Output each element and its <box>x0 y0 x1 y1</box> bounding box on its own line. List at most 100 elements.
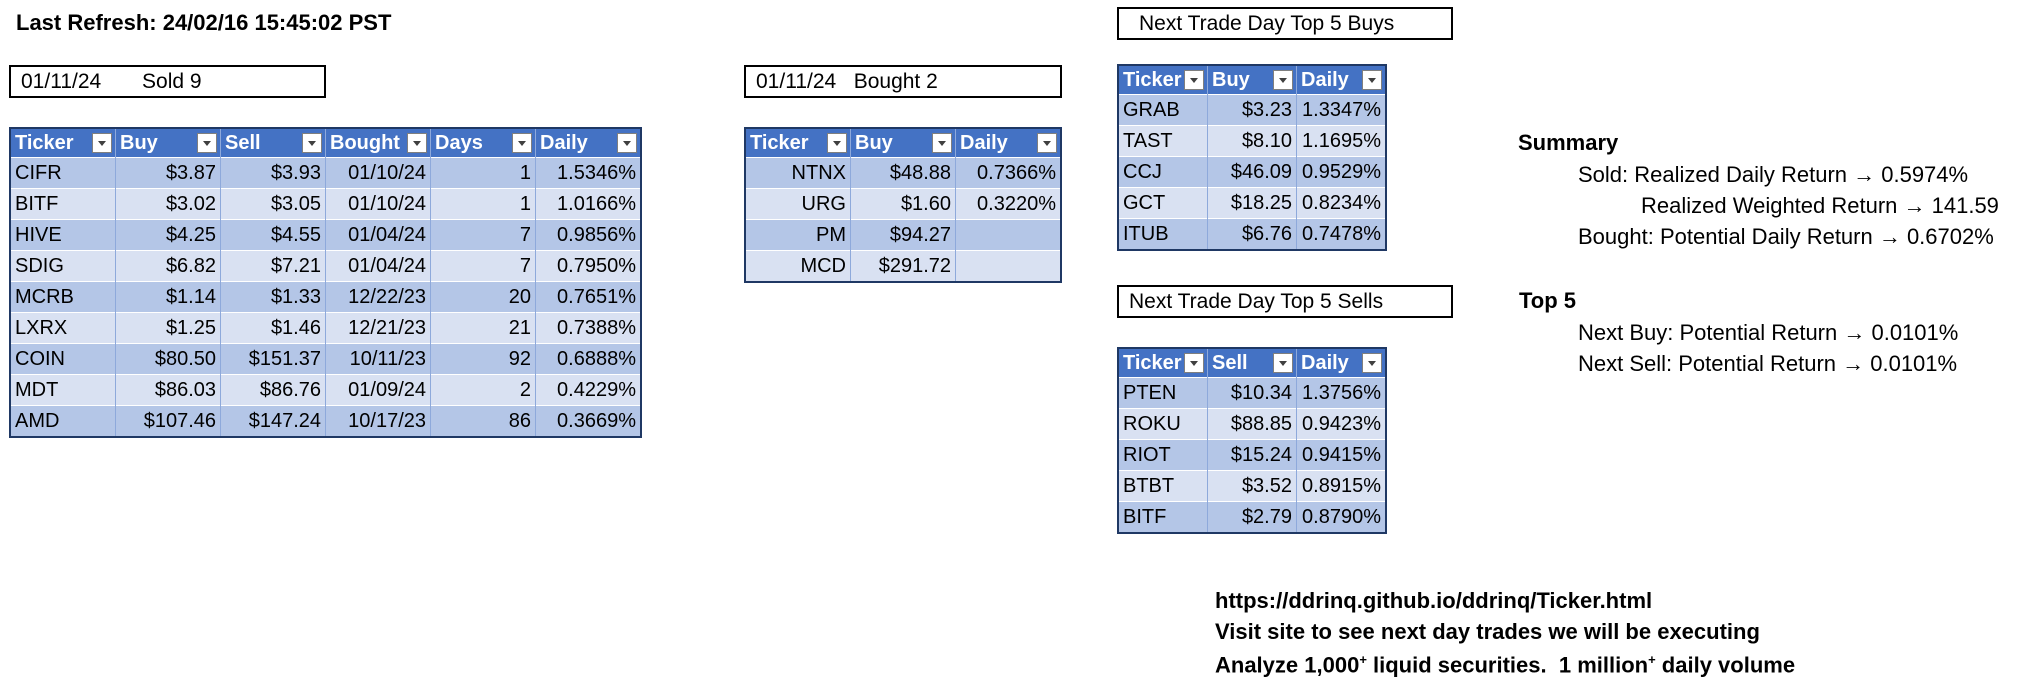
table-cell[interactable]: BITF <box>10 188 116 220</box>
filter-dropdown-icon[interactable] <box>827 133 847 153</box>
table-cell[interactable]: $80.50 <box>115 343 221 375</box>
filter-dropdown-icon[interactable] <box>617 133 637 153</box>
table-cell[interactable]: 2 <box>430 374 536 406</box>
table-cell[interactable]: PM <box>745 219 851 251</box>
table-cell[interactable]: 01/04/24 <box>325 250 431 282</box>
table-cell[interactable]: $15.24 <box>1207 439 1297 471</box>
table-cell[interactable]: $6.76 <box>1207 218 1297 250</box>
filter-dropdown-icon[interactable] <box>407 133 427 153</box>
table-cell[interactable]: CIFR <box>10 157 116 189</box>
table-cell[interactable]: 92 <box>430 343 536 375</box>
table-cell[interactable]: 0.4229% <box>535 374 642 406</box>
table-cell[interactable]: 01/09/24 <box>325 374 431 406</box>
table-cell[interactable]: SDIG <box>10 250 116 282</box>
col-sell[interactable]: Sell <box>220 128 326 158</box>
table-cell[interactable]: $94.27 <box>850 219 956 251</box>
table-cell[interactable]: 0.8790% <box>1296 501 1387 533</box>
table-cell[interactable]: $1.14 <box>115 281 221 313</box>
table-cell[interactable]: 0.8234% <box>1296 187 1387 219</box>
table-cell[interactable]: 12/22/23 <box>325 281 431 313</box>
table-cell[interactable]: 0.6888% <box>535 343 642 375</box>
table-cell[interactable]: 1 <box>430 188 536 220</box>
table-cell[interactable]: GRAB <box>1118 94 1208 126</box>
table-cell[interactable]: URG <box>745 188 851 220</box>
table-cell[interactable]: $6.82 <box>115 250 221 282</box>
filter-dropdown-icon[interactable] <box>1273 70 1293 90</box>
site-url[interactable]: https://ddrinq.github.io/ddrinq/Ticker.h… <box>1215 588 1653 613</box>
table-cell[interactable]: 7 <box>430 250 536 282</box>
filter-dropdown-icon[interactable] <box>932 133 952 153</box>
table-cell[interactable]: 0.9415% <box>1296 439 1387 471</box>
table-cell[interactable]: ITUB <box>1118 218 1208 250</box>
table-cell[interactable]: BTBT <box>1118 470 1208 502</box>
filter-dropdown-icon[interactable] <box>1184 70 1204 90</box>
table-cell[interactable]: $46.09 <box>1207 156 1297 188</box>
table-cell[interactable]: LXRX <box>10 312 116 344</box>
table-cell[interactable] <box>955 250 1062 282</box>
table-cell[interactable]: 1.3756% <box>1296 377 1387 409</box>
table-cell[interactable]: $3.52 <box>1207 470 1297 502</box>
col-buy[interactable]: Buy <box>850 128 956 158</box>
table-cell[interactable]: $147.24 <box>220 405 326 437</box>
table-cell[interactable]: 01/10/24 <box>325 188 431 220</box>
table-cell[interactable]: MDT <box>10 374 116 406</box>
table-cell[interactable]: 1.5346% <box>535 157 642 189</box>
table-cell[interactable]: $107.46 <box>115 405 221 437</box>
table-cell[interactable]: $3.02 <box>115 188 221 220</box>
table-cell[interactable]: $86.76 <box>220 374 326 406</box>
table-cell[interactable]: 0.3220% <box>955 188 1062 220</box>
table-cell[interactable]: 1 <box>430 157 536 189</box>
filter-dropdown-icon[interactable] <box>1037 133 1057 153</box>
col-buy[interactable]: Buy <box>1207 65 1297 95</box>
table-cell[interactable]: $4.25 <box>115 219 221 251</box>
table-cell[interactable]: PTEN <box>1118 377 1208 409</box>
table-cell[interactable]: HIVE <box>10 219 116 251</box>
table-cell[interactable]: $48.88 <box>850 157 956 189</box>
filter-dropdown-icon[interactable] <box>1273 353 1293 373</box>
table-cell[interactable]: AMD <box>10 405 116 437</box>
table-cell[interactable]: $8.10 <box>1207 125 1297 157</box>
table-cell[interactable]: 0.7950% <box>535 250 642 282</box>
table-cell[interactable]: 1.0166% <box>535 188 642 220</box>
col-ticker[interactable]: Ticker <box>745 128 851 158</box>
table-cell[interactable]: BITF <box>1118 501 1208 533</box>
col-daily[interactable]: Daily <box>1296 348 1387 378</box>
table-cell[interactable]: NTNX <box>745 157 851 189</box>
table-cell[interactable]: $18.25 <box>1207 187 1297 219</box>
table-cell[interactable]: GCT <box>1118 187 1208 219</box>
table-cell[interactable]: $86.03 <box>115 374 221 406</box>
col-sell[interactable]: Sell <box>1207 348 1297 378</box>
table-cell[interactable]: 10/11/23 <box>325 343 431 375</box>
table-cell[interactable]: 0.8915% <box>1296 470 1387 502</box>
col-daily[interactable]: Daily <box>1296 65 1387 95</box>
col-daily[interactable]: Daily <box>535 128 642 158</box>
table-cell[interactable]: $3.23 <box>1207 94 1297 126</box>
col-ticker[interactable]: Ticker <box>1118 348 1208 378</box>
table-cell[interactable]: TAST <box>1118 125 1208 157</box>
col-daily[interactable]: Daily <box>955 128 1062 158</box>
table-cell[interactable]: 0.7366% <box>955 157 1062 189</box>
table-cell[interactable]: $3.93 <box>220 157 326 189</box>
col-ticker[interactable]: Ticker <box>1118 65 1208 95</box>
table-cell[interactable]: 0.7478% <box>1296 218 1387 250</box>
table-cell[interactable]: 0.9529% <box>1296 156 1387 188</box>
table-cell[interactable]: 21 <box>430 312 536 344</box>
filter-dropdown-icon[interactable] <box>1362 70 1382 90</box>
table-cell[interactable]: $1.46 <box>220 312 326 344</box>
table-cell[interactable]: 7 <box>430 219 536 251</box>
filter-dropdown-icon[interactable] <box>512 133 532 153</box>
table-cell[interactable]: 0.7651% <box>535 281 642 313</box>
table-cell[interactable]: $1.60 <box>850 188 956 220</box>
col-ticker[interactable]: Ticker <box>10 128 116 158</box>
table-cell[interactable]: $3.05 <box>220 188 326 220</box>
table-cell[interactable]: COIN <box>10 343 116 375</box>
filter-dropdown-icon[interactable] <box>302 133 322 153</box>
table-cell[interactable]: $2.79 <box>1207 501 1297 533</box>
table-cell[interactable]: 10/17/23 <box>325 405 431 437</box>
table-cell[interactable]: $7.21 <box>220 250 326 282</box>
table-cell[interactable]: 1.3347% <box>1296 94 1387 126</box>
table-cell[interactable]: 20 <box>430 281 536 313</box>
col-bought[interactable]: Bought <box>325 128 431 158</box>
table-cell[interactable]: MCD <box>745 250 851 282</box>
table-cell[interactable]: RIOT <box>1118 439 1208 471</box>
